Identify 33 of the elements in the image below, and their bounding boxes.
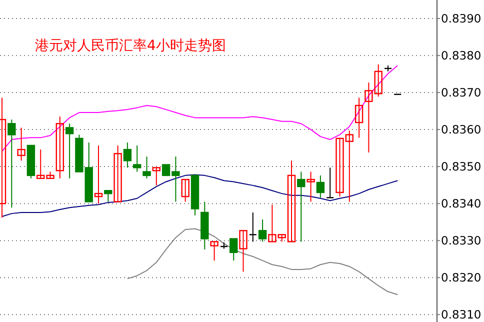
candlestick [258,218,267,242]
candlestick [8,119,16,208]
candlestick [17,127,26,162]
candlestick [316,174,325,198]
y-tick-label: 0.8370 [441,86,482,100]
candlestick [230,238,238,262]
y-tick-label: 0.8340 [441,196,482,211]
candlestick [94,144,103,204]
candlestick [56,116,64,179]
candlestick [248,212,257,242]
candlestick [152,167,160,186]
line-series [2,174,398,218]
candlestick [181,178,190,202]
candlestick [210,241,218,262]
line-series [2,65,398,152]
candlestick [297,171,306,242]
y-tick-label: 0.8360 [441,122,482,137]
y-tick-label: 0.8380 [441,48,482,63]
candlestick [354,97,364,138]
candlestick [114,144,122,202]
candlestick [142,156,151,179]
candlestick [123,142,132,168]
candlestick [133,144,142,172]
y-tick-label: 0.8310 [441,308,482,322]
y-tick-label: 0.8350 [441,160,482,174]
y-tick-label: 0.8330 [441,234,482,248]
y-tick-label: 0.8390 [441,12,482,26]
candlestick [239,230,248,272]
y-tick-label: 0.8320 [441,270,482,285]
candlestick [65,123,74,179]
candlestick [306,171,315,202]
candlestick [104,190,112,202]
text: 港元对人民币汇率4小时走势图 [35,38,226,54]
